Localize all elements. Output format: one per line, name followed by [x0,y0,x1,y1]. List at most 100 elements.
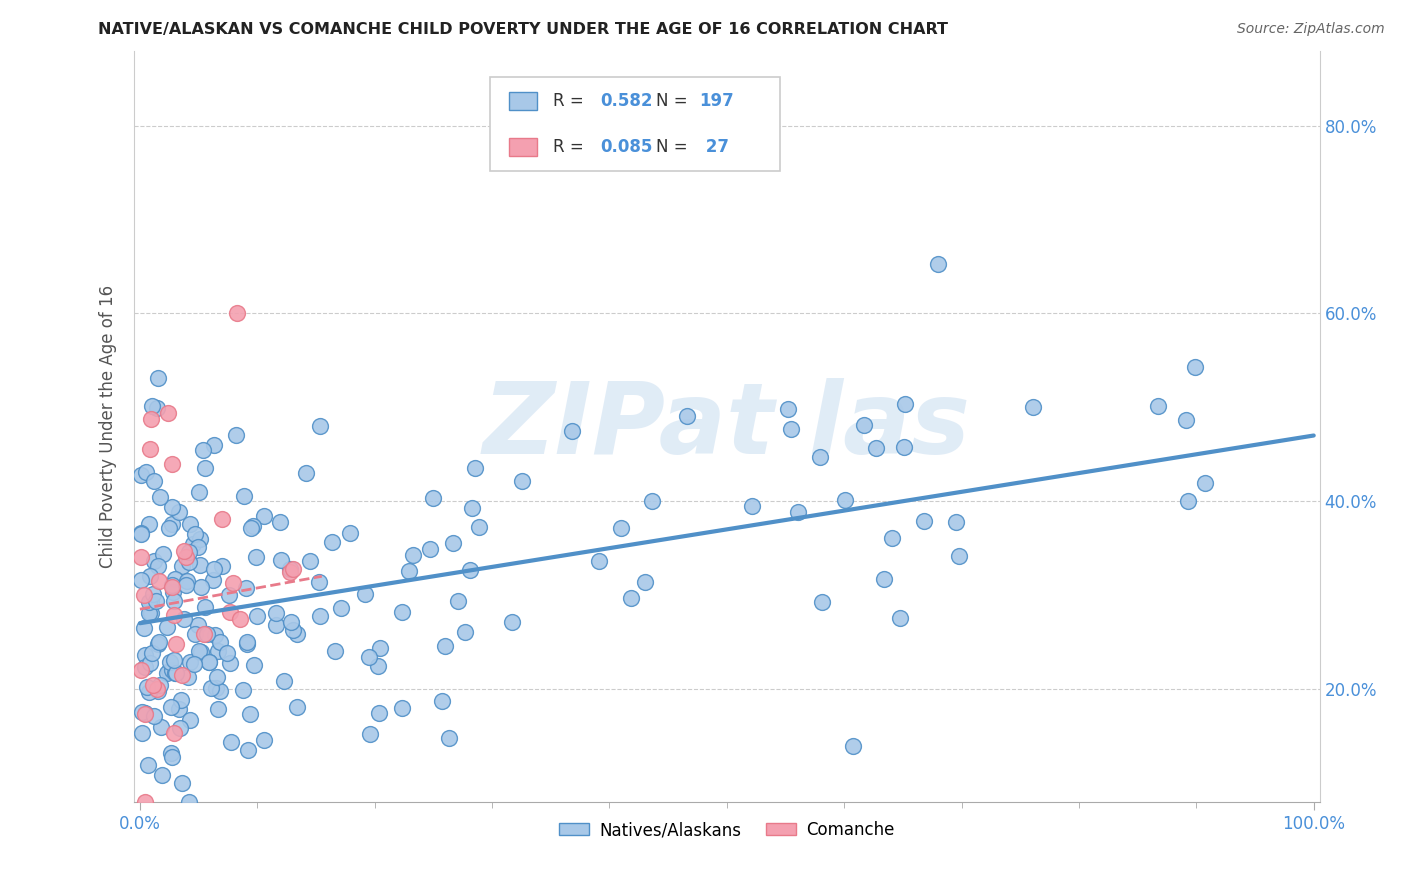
Point [134,588,156,602]
Point [242,519,264,533]
Point [160,457,183,471]
Point [188,485,211,500]
Point [156,620,179,634]
Point [253,733,276,747]
Point [136,757,159,772]
Point [134,648,156,662]
Point [159,665,181,679]
Point [217,646,239,660]
Point [368,706,391,720]
Point [141,646,163,660]
Point [136,680,159,694]
Point [129,527,152,541]
Point [207,669,229,683]
Point [173,543,195,558]
Point [208,684,231,698]
Point [225,428,247,442]
Point [138,517,160,532]
Point [208,634,231,648]
Text: N =: N = [655,137,693,156]
Point [183,626,205,640]
Point [197,655,219,669]
Point [179,795,201,809]
Point [219,735,242,749]
Point [141,606,163,620]
Point [202,562,225,576]
Point [308,574,330,589]
Point [187,644,209,658]
Point [134,795,156,809]
Point [339,525,361,540]
Point [146,637,169,651]
Point [321,534,343,549]
Point [266,617,288,632]
Point [235,581,257,595]
Text: R =: R = [553,137,589,156]
Point [468,520,491,534]
Point [156,406,179,420]
Point [232,683,254,698]
Point [561,424,583,438]
Point [135,465,157,479]
Legend: Natives/Alaskans, Comanche: Natives/Alaskans, Comanche [553,814,901,846]
Point [149,490,172,504]
Point [204,681,226,695]
Point [181,537,204,551]
Point [142,708,165,723]
Point [202,574,225,588]
Point [280,615,302,630]
Point [170,693,193,707]
Text: ZIPat las: ZIPat las [482,377,970,475]
FancyBboxPatch shape [509,137,537,156]
Point [927,257,949,271]
Point [190,580,212,594]
Point [160,580,183,594]
Point [160,700,183,714]
Point [236,637,259,651]
Point [163,593,186,607]
Point [233,489,256,503]
Point [163,725,186,739]
Point [187,540,209,554]
Point [142,474,165,488]
Point [354,586,377,600]
Point [1147,399,1170,413]
Point [239,520,262,534]
Point [142,587,165,601]
Point [176,574,198,588]
Point [165,637,187,651]
Point [641,494,664,508]
Point [131,726,153,740]
Point [139,442,162,457]
Point [188,558,211,573]
Point [173,612,195,626]
Point [270,553,292,567]
Point [139,569,162,583]
Point [264,606,287,620]
Point [441,535,464,549]
Point [323,644,346,658]
Point [225,306,247,320]
Point [184,527,207,541]
Text: 197: 197 [700,92,734,110]
Point [269,515,291,529]
Text: 27: 27 [700,137,728,156]
Point [148,683,170,698]
Point [741,500,763,514]
Point [298,554,321,568]
Point [148,635,170,649]
Point [134,706,156,721]
Text: 0.582: 0.582 [600,92,652,110]
Point [146,558,169,573]
Point [285,626,308,640]
Point [169,505,191,519]
Point [211,512,233,526]
Point [172,776,194,790]
Point [893,440,915,454]
Point [676,409,699,423]
Point [150,721,173,735]
Point [163,666,186,681]
Point [163,608,186,623]
Point [357,649,380,664]
Point [402,548,425,562]
